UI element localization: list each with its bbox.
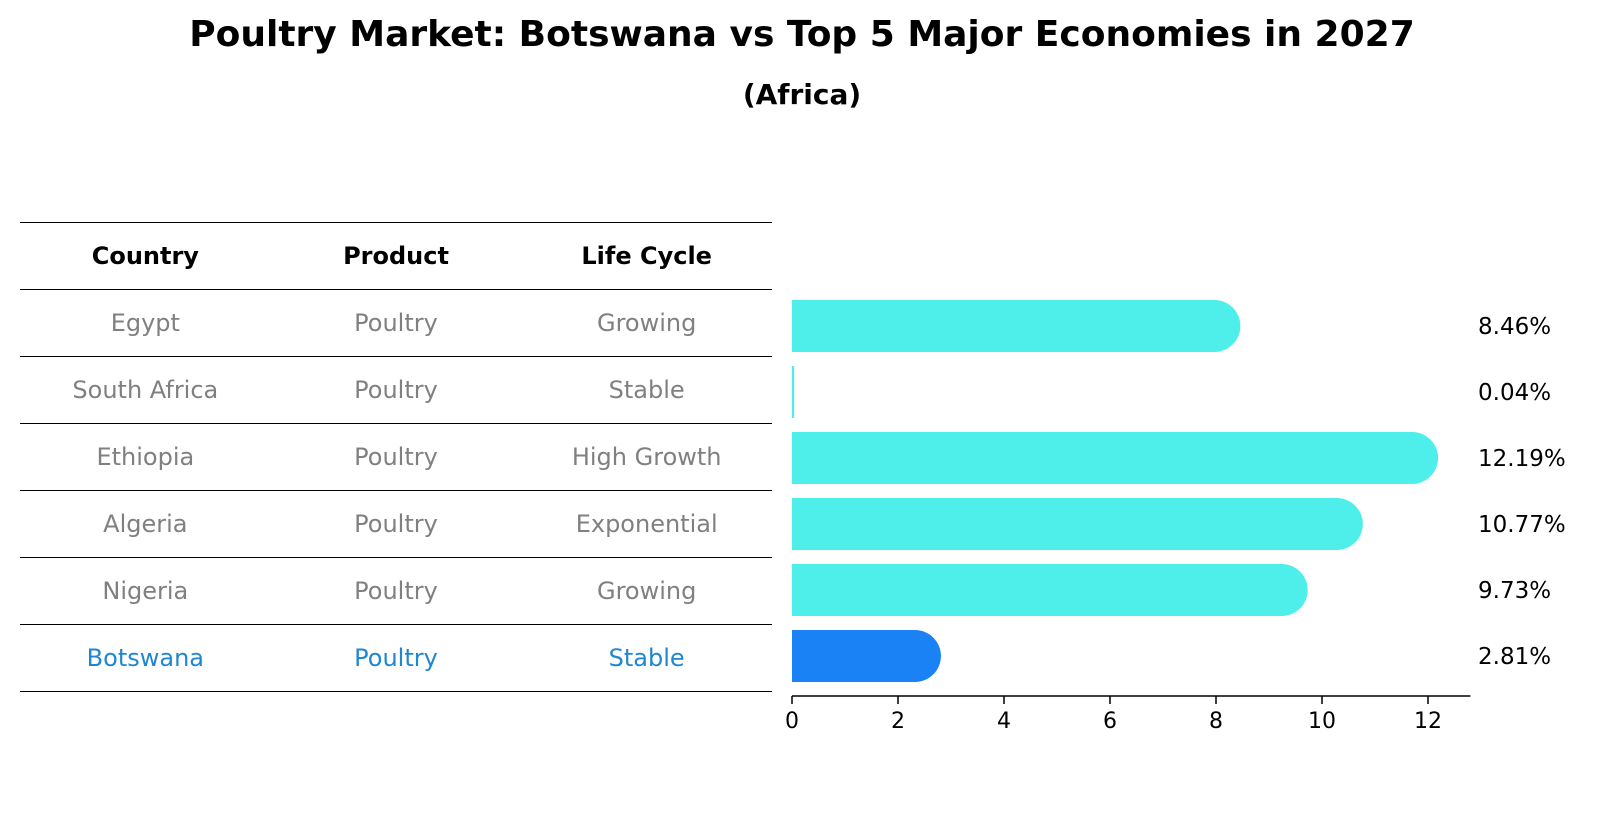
bar-ethiopia xyxy=(792,432,1439,484)
x-tick-label: 0 xyxy=(785,709,799,734)
cell-product: Poultry xyxy=(354,376,438,404)
table-row-highlight: Botswana Poultry Stable xyxy=(20,625,772,692)
x-tick-label: 4 xyxy=(997,709,1011,734)
header-life-cycle: Life Cycle xyxy=(581,242,712,270)
cell-life-cycle: Exponential xyxy=(575,510,718,538)
cell-country: Botswana xyxy=(86,644,204,672)
chart-title: Poultry Market: Botswana vs Top 5 Major … xyxy=(189,14,1415,55)
x-tick-label: 2 xyxy=(891,709,905,734)
cell-product: Poultry xyxy=(354,644,438,672)
cell-product: Poultry xyxy=(354,443,438,471)
cell-product: Poultry xyxy=(354,510,438,538)
cell-country: Algeria xyxy=(103,510,188,538)
table-row: Nigeria Poultry Growing xyxy=(20,558,772,625)
x-tick-label: 8 xyxy=(1209,709,1223,734)
chart-subtitle: (Africa) xyxy=(742,78,862,111)
cell-product: Poultry xyxy=(354,577,438,605)
cell-product: Poultry xyxy=(354,309,438,337)
x-tick-label: 10 xyxy=(1308,709,1336,734)
header-product: Product xyxy=(343,242,449,270)
cell-country: South Africa xyxy=(72,376,219,404)
cell-life-cycle: High Growth xyxy=(571,443,722,471)
value-label: 8.46% xyxy=(1478,314,1551,340)
bar-algeria xyxy=(792,498,1363,550)
value-label: 0.04% xyxy=(1478,380,1551,406)
value-label: 10.77% xyxy=(1478,512,1566,538)
header-country: Country xyxy=(91,242,199,270)
x-tick-label: 6 xyxy=(1103,709,1117,734)
cell-country: Nigeria xyxy=(102,577,189,605)
value-label: 9.73% xyxy=(1478,578,1551,604)
cell-country: Ethiopia xyxy=(96,443,195,471)
cell-life-cycle: Growing xyxy=(596,309,697,337)
bar-botswana xyxy=(792,630,941,682)
table-header-row: Country Product Life Cycle xyxy=(20,222,772,290)
bar-egypt xyxy=(792,300,1241,352)
cell-life-cycle: Growing xyxy=(596,577,697,605)
cell-life-cycle: Stable xyxy=(608,644,685,672)
x-tick-label: 12 xyxy=(1414,709,1442,734)
table-row: Egypt Poultry Growing xyxy=(20,290,772,357)
cell-country: Egypt xyxy=(110,309,180,337)
table-row: Ethiopia Poultry High Growth xyxy=(20,424,772,491)
bar-nigeria xyxy=(792,564,1308,616)
market-table: Country Product Life Cycle Egypt Poultry… xyxy=(20,222,772,692)
cell-life-cycle: Stable xyxy=(608,376,685,404)
value-label: 2.81% xyxy=(1478,644,1551,670)
bar-south-africa xyxy=(792,366,795,418)
value-label: 12.19% xyxy=(1478,446,1566,472)
table-row: Algeria Poultry Exponential xyxy=(20,491,772,558)
table-row: South Africa Poultry Stable xyxy=(20,357,772,424)
